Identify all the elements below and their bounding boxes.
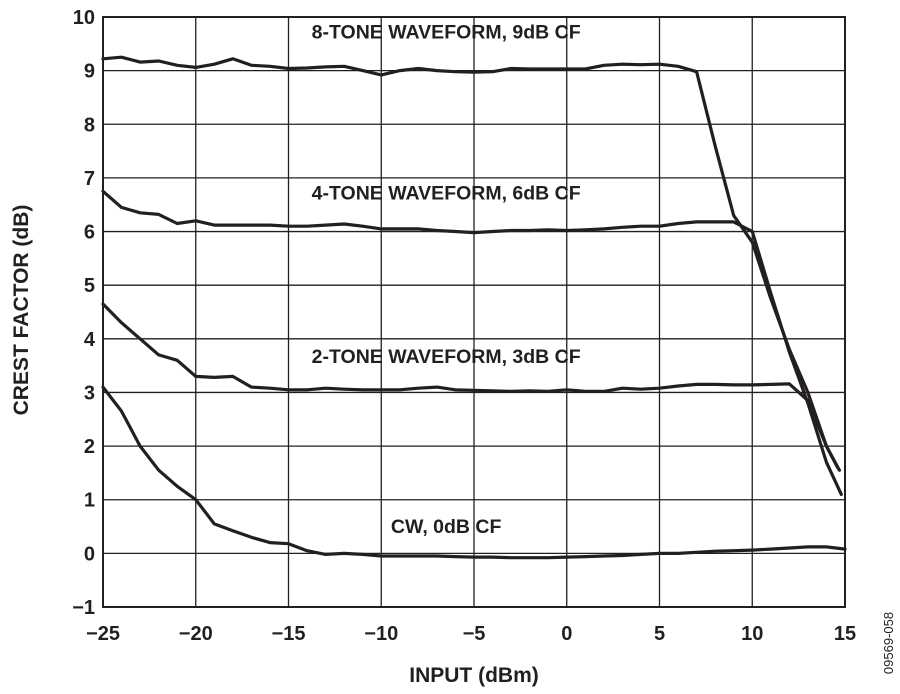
figure-id: 09569-058 bbox=[881, 612, 896, 674]
series-label-2: 2-TONE WAVEFORM, 3dB CF bbox=[312, 346, 581, 368]
x-tick-label: −5 bbox=[463, 623, 486, 645]
y-tick-label: 5 bbox=[84, 275, 95, 297]
series-label-3: CW, 0dB CF bbox=[391, 516, 502, 538]
y-tick-label: 3 bbox=[84, 382, 95, 404]
series-label-0: 8-TONE WAVEFORM, 9dB CF bbox=[312, 21, 581, 43]
x-tick-label: 10 bbox=[741, 623, 763, 645]
x-tick-label: 0 bbox=[561, 623, 572, 645]
x-tick-label: −20 bbox=[179, 623, 213, 645]
y-axis-title: CREST FACTOR (dB) bbox=[10, 205, 33, 416]
x-tick-label: 5 bbox=[654, 623, 665, 645]
series-labels: 8-TONE WAVEFORM, 9dB CF 4-TONE WAVEFORM, … bbox=[312, 21, 581, 538]
y-tick-label: −1 bbox=[72, 597, 95, 619]
y-tick-label: 7 bbox=[84, 168, 95, 190]
x-axis-title: INPUT (dBm) bbox=[409, 664, 539, 687]
series-line-3 bbox=[101, 385, 847, 560]
series-label-1: 4-TONE WAVEFORM, 6dB CF bbox=[312, 182, 581, 204]
x-tick-label: 15 bbox=[834, 623, 856, 645]
series-line-0 bbox=[101, 55, 840, 470]
y-tick-label: 6 bbox=[84, 222, 95, 244]
x-tick-label: −25 bbox=[86, 623, 120, 645]
series-line-2 bbox=[101, 302, 842, 472]
y-tick-label: 10 bbox=[73, 7, 95, 29]
x-tick-label: −15 bbox=[272, 623, 306, 645]
series-lines bbox=[101, 55, 847, 560]
y-tick-label: 0 bbox=[84, 543, 95, 565]
x-tick-label: −10 bbox=[364, 623, 398, 645]
series-line-1 bbox=[101, 189, 843, 496]
x-tick-labels: −25 −20 −15 −10 −5 0 5 10 15 bbox=[86, 623, 856, 645]
y-tick-label: 2 bbox=[84, 436, 95, 458]
y-tick-label: 1 bbox=[84, 490, 95, 512]
plot-frame bbox=[102, 16, 846, 608]
y-tick-labels: −1 0 1 2 3 4 5 6 7 8 9 10 bbox=[72, 7, 96, 619]
y-tick-label: 4 bbox=[84, 329, 96, 351]
y-tick-label: 8 bbox=[84, 114, 95, 136]
y-tick-label: 9 bbox=[84, 61, 95, 83]
